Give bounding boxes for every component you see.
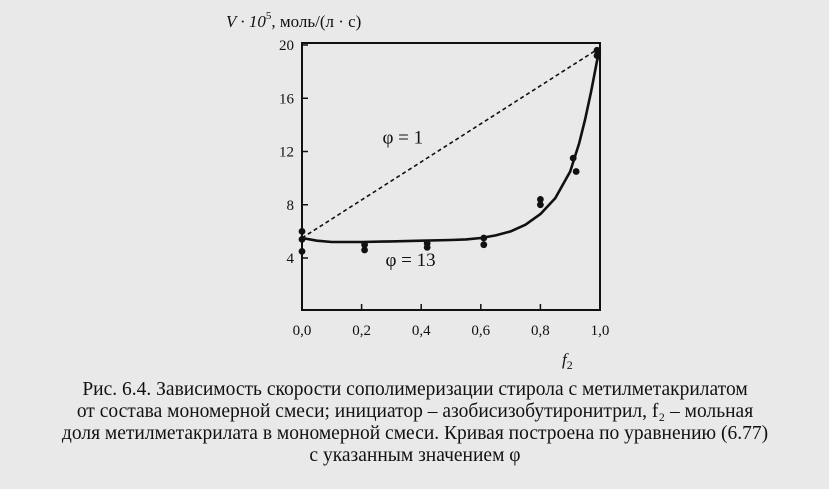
- data-point: [361, 246, 368, 254]
- x-tick-label: 0,0: [293, 323, 312, 339]
- data-point: [298, 227, 306, 235]
- annotation-phi-1: φ = 1: [382, 128, 423, 149]
- caption-line-1: Рис. 6.4. Зависимость скорости сополимер…: [82, 379, 748, 400]
- data-point: [537, 201, 544, 209]
- plot-frame: [301, 42, 601, 311]
- figure-caption: Рис. 6.4. Зависимость скорости сополимер…: [10, 379, 820, 467]
- data-point: [593, 46, 601, 54]
- chart-series: [298, 46, 602, 255]
- dashed-line-phi-1: [301, 47, 601, 239]
- data-point: [480, 234, 488, 242]
- y-axis-label-main: V · 10: [226, 12, 266, 31]
- y-tick-label: 4: [287, 251, 295, 267]
- x-tick-label: 0,8: [531, 323, 550, 339]
- caption-line-2: от состава мономерной смеси; инициатор –…: [76, 401, 754, 422]
- data-point: [298, 247, 306, 255]
- chart-axes: [301, 42, 601, 311]
- data-point: [423, 243, 431, 251]
- annotation-phi-13: φ = 13: [385, 250, 435, 271]
- x-tick-label: 1,0: [591, 323, 610, 339]
- y-tick-label: 8: [287, 198, 295, 214]
- data-point: [569, 154, 577, 162]
- x-tick-label: 0,2: [352, 323, 371, 339]
- y-axis-label: V · 105, моль/(л · с): [226, 10, 361, 31]
- y-tick-label: 20: [279, 38, 294, 54]
- x-axis-label-subscript: 2: [567, 358, 573, 372]
- caption-line-3: доля метилметакрилата в мономерной смеси…: [61, 423, 769, 444]
- y-axis-label-exponent: 5: [266, 10, 272, 22]
- y-axis-label-unit: , моль/(л · с): [271, 12, 361, 31]
- data-point: [572, 168, 580, 175]
- chart-annotations: φ = 1 φ = 13: [382, 128, 435, 271]
- x-axis-label-main: f: [562, 350, 569, 369]
- data-point: [361, 241, 368, 249]
- x-axis-label: f2: [562, 350, 573, 372]
- x-tick-label: 0,6: [471, 323, 490, 339]
- data-point: [537, 196, 544, 203]
- solid-curve-phi-13: [301, 49, 602, 244]
- chart-ticks: 0,0 0,2 0,4 0,6 0,8 1,0 4 8 12 16 20: [279, 38, 609, 339]
- chart-labels: V · 105, моль/(л · с) f2: [226, 10, 573, 372]
- data-point: [298, 235, 306, 243]
- caption-line-4: с указанным значением φ: [309, 445, 521, 466]
- data-point: [480, 241, 488, 249]
- data-point: [593, 52, 601, 60]
- y-tick-label: 12: [279, 145, 294, 161]
- x-tick-label: 0,4: [412, 323, 431, 339]
- y-tick-label: 16: [279, 91, 295, 107]
